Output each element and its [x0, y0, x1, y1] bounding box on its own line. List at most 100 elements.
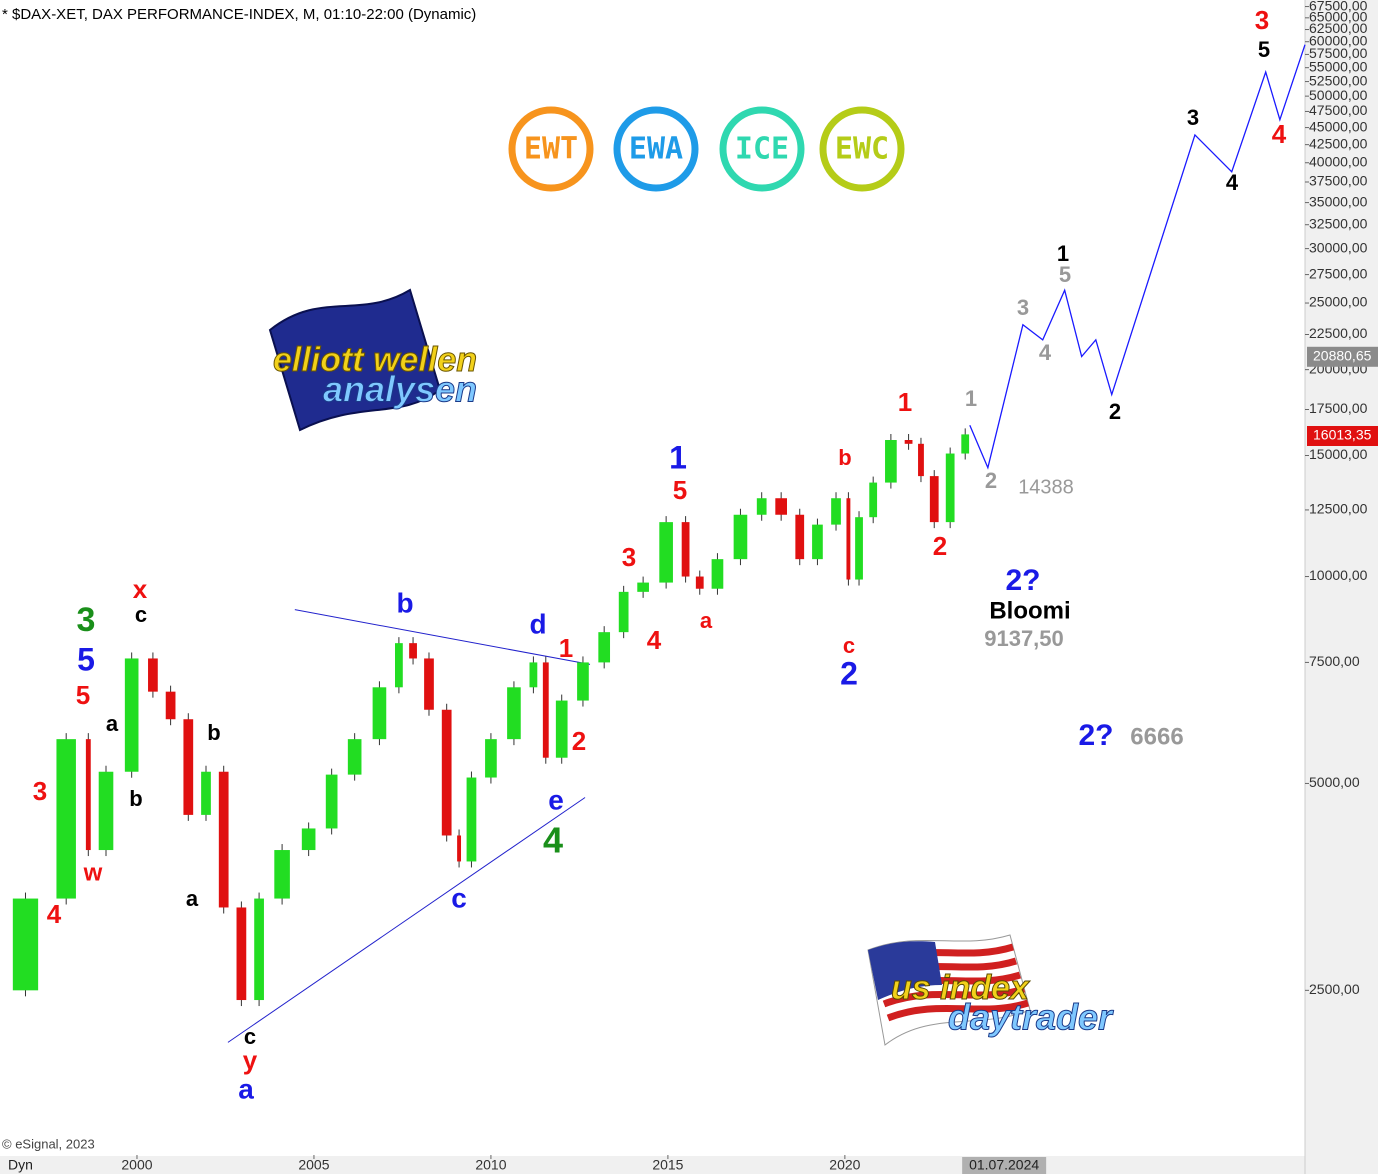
badge-ring [719, 106, 805, 192]
wave-label: b [838, 445, 851, 470]
candle-body [409, 643, 417, 659]
wave-label: 2 [933, 531, 947, 561]
date-marker-label: 01.07.2024 [969, 1157, 1039, 1173]
candle-body [395, 643, 403, 688]
candle-body [918, 443, 924, 477]
source: © eSignal, 2023 [2, 1136, 95, 1151]
candle-body [124, 658, 139, 772]
wave-label: 3 [33, 776, 47, 806]
candle-body [681, 522, 690, 577]
candle-body [466, 777, 477, 862]
candle-body [424, 658, 434, 710]
wave-label: w [83, 859, 103, 886]
candle-body [165, 691, 176, 720]
candle-body [577, 662, 589, 701]
candle-body [542, 662, 549, 758]
wave-label: 2 [840, 655, 858, 691]
candle-body [904, 440, 913, 444]
candle-body [372, 687, 387, 740]
y-tick-label: 15000,00 [1309, 446, 1368, 462]
candle-body [756, 498, 767, 515]
wave-label: 1 [965, 386, 977, 411]
trendline [227, 797, 586, 1043]
price-tag-label: 20880,65 [1313, 347, 1372, 363]
wave-label: 3 [77, 601, 96, 639]
candle-body [695, 576, 704, 589]
wave-label: Bloomi [989, 597, 1070, 624]
candle-body [201, 771, 211, 815]
logo-text: analysen [323, 369, 477, 410]
x-tick-label: 2020 [829, 1157, 860, 1173]
wave-label: 4 [1039, 340, 1052, 365]
candle-body [812, 524, 823, 560]
badge-ring [508, 106, 594, 192]
chart-title: * $DAX-XET, DAX PERFORMANCE-INDEX, M, 01… [2, 6, 476, 23]
wave-label: 1 [1057, 241, 1069, 266]
candle-body [885, 440, 897, 483]
y-tick-label: 42500,00 [1309, 135, 1368, 151]
candle-body [301, 828, 316, 851]
candle-body [236, 907, 247, 1001]
candle-body [869, 482, 878, 518]
candle-body [254, 898, 264, 1001]
price-tag [1307, 426, 1378, 447]
wave-label: b [207, 720, 220, 745]
projection-line [969, 44, 1306, 470]
candle-body [529, 662, 538, 688]
wave-label: 5 [76, 680, 90, 710]
candle-body [85, 739, 91, 851]
y-tick-label: 22500,00 [1309, 325, 1368, 341]
wave-label: 4 [543, 820, 563, 861]
candle-body [148, 658, 158, 692]
candle-body [441, 709, 452, 836]
wave-label: 4 [647, 625, 662, 655]
y-tick-label: 5000,00 [1309, 774, 1360, 790]
candle-body [929, 476, 939, 523]
x-tick-label: 2015 [652, 1157, 683, 1173]
wave-label: 3 [1187, 105, 1199, 130]
candle-body [56, 739, 76, 899]
y-tick-label: 27500,00 [1309, 265, 1368, 281]
wave-label: 1 [669, 439, 687, 475]
logo-flag [268, 288, 442, 432]
wave-label: 9137,50 [984, 626, 1064, 651]
wave-label: 3 [1017, 295, 1029, 320]
price-tag [1307, 346, 1378, 367]
candle-body [507, 687, 521, 740]
wave-label: 4 [1272, 119, 1287, 149]
candle-body [555, 700, 568, 758]
candle-body [831, 498, 841, 525]
wave-label: x [133, 574, 148, 604]
y-tick-label: 35000,00 [1309, 193, 1368, 209]
candle-body [711, 559, 724, 589]
candle-body [855, 517, 863, 580]
badge-label: ICE [735, 132, 789, 167]
candle-body [961, 434, 970, 454]
wave-label: 2? [1005, 564, 1040, 597]
wave-label: 1 [559, 633, 573, 663]
wave-label: a [238, 1073, 254, 1104]
candle-body [598, 632, 611, 663]
y-tick-label: 57500,00 [1309, 45, 1368, 61]
y-tick-label: 50000,00 [1309, 87, 1368, 103]
badge-ring [819, 106, 905, 192]
y-tick-label: 67500,00 [1309, 0, 1368, 13]
y-tick-label: 7500,00 [1309, 653, 1360, 669]
wave-label: 5 [77, 641, 95, 677]
candle-body [347, 739, 362, 775]
wave-label: c [244, 1024, 256, 1049]
candle-body [183, 719, 194, 815]
candle-body [485, 739, 497, 778]
wave-label: y [243, 1045, 258, 1075]
y-tick-label: 40000,00 [1309, 153, 1368, 169]
y-tick-label: 47500,00 [1309, 102, 1368, 118]
x-tick-label: 2005 [298, 1157, 329, 1173]
wave-label: 3 [1255, 5, 1269, 35]
wave-label: 5 [1258, 37, 1270, 62]
price-tag-label: 16013,35 [1313, 427, 1372, 443]
y-tick-label: 2500,00 [1309, 981, 1360, 997]
wave-label: 2? [1078, 719, 1113, 752]
wave-label: 4 [1226, 170, 1239, 195]
x-tick-label: 2000 [121, 1157, 152, 1173]
